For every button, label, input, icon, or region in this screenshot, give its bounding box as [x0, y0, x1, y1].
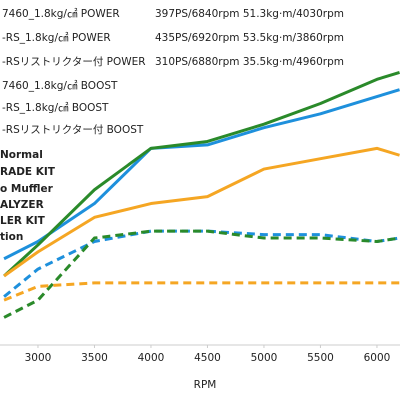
legend-stats: 435PS/6920rpm 53.5kg·m/3860rpm — [155, 32, 344, 44]
side-label: Normal — [0, 149, 43, 161]
x-tick-label: 5500 — [307, 352, 334, 364]
legend-label: -RSリストリクター付 POWER — [2, 55, 146, 68]
legend-stats: 397PS/6840rpm 51.3kg·m/4030rpm — [155, 8, 344, 20]
legend-stats: 310PS/6880rpm 35.5kg·m/4960rpm — [155, 56, 344, 68]
x-tick-label: 5000 — [251, 352, 278, 364]
x-tick-label: 4000 — [138, 352, 165, 364]
series-line — [3, 229, 400, 319]
x-axis-label: RPM — [194, 379, 217, 391]
x-tick-label: 6000 — [364, 352, 391, 364]
side-label: RADE KIT — [0, 166, 56, 178]
legend-label: 7460_1.8kg/㎠ POWER — [2, 8, 120, 20]
series-line — [3, 281, 400, 302]
series-line — [3, 146, 400, 278]
x-tick-label: 4500 — [194, 352, 221, 364]
side-label: ALYZER — [0, 199, 44, 211]
side-label: o Muffler — [0, 183, 54, 195]
side-label: tion — [0, 231, 23, 243]
legend-label: 7460_1.8kg/㎠ BOOST — [2, 80, 118, 92]
x-tick-label: 3000 — [25, 352, 52, 364]
legend-label: -RS_1.8kg/㎠ BOOST — [2, 102, 109, 114]
x-tick-label: 3500 — [81, 352, 108, 364]
legend-label: -RS_1.8kg/㎠ POWER — [2, 32, 111, 44]
side-label: LER KIT — [0, 215, 46, 227]
series-line — [3, 229, 400, 298]
series-line — [3, 71, 400, 278]
legend-label: -RSリストリクター付 BOOST — [2, 123, 144, 136]
series-line — [3, 88, 400, 261]
